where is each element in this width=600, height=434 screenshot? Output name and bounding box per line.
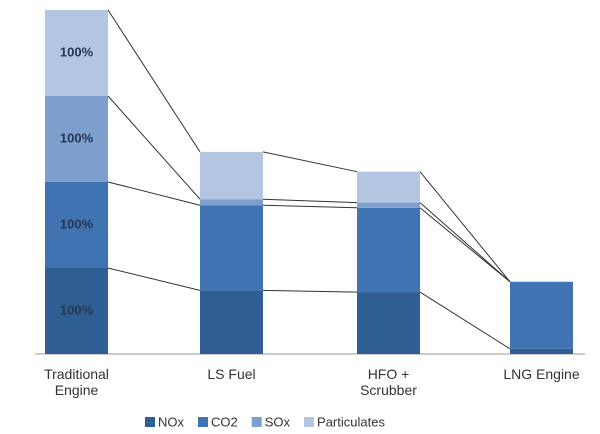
bar-segment <box>357 292 420 354</box>
connector <box>107 9 201 153</box>
bar-segment <box>45 268 108 354</box>
data-label: 100% <box>60 130 94 145</box>
bar-segment <box>45 10 108 96</box>
x-tick-label: LS Fuel <box>207 366 256 382</box>
connector <box>419 171 511 283</box>
connector <box>419 291 511 350</box>
bar-segment <box>510 281 573 349</box>
bar-segment <box>200 151 263 200</box>
connector <box>107 267 201 291</box>
data-label: 100% <box>60 216 94 231</box>
connector <box>262 204 358 209</box>
connector <box>262 151 358 173</box>
bar-segment <box>357 171 420 203</box>
data-label: 100% <box>60 44 94 59</box>
connector <box>262 198 358 204</box>
legend-swatch <box>198 417 208 427</box>
x-tick-label: LNG Engine <box>503 366 580 382</box>
legend-label: CO2 <box>211 414 238 429</box>
x-tick-label: Traditional Engine <box>44 366 109 398</box>
legend-label: SOx <box>265 414 291 429</box>
connector <box>262 289 358 293</box>
bar-segment <box>200 290 263 354</box>
bar-segment <box>357 202 420 208</box>
legend-swatch <box>145 417 155 427</box>
legend-swatch <box>304 417 315 427</box>
legend-swatch <box>251 417 262 427</box>
x-tick-label: HFO + Scrubber <box>360 366 417 398</box>
bar-segment <box>200 205 263 291</box>
data-label: 100% <box>60 302 94 317</box>
legend-label: Particulates <box>317 414 385 429</box>
bar-segment <box>357 207 420 293</box>
legend-label: NOx <box>158 414 185 429</box>
bar-segment <box>510 348 573 354</box>
connector <box>107 95 201 200</box>
bar-segment <box>45 96 108 182</box>
connector <box>419 202 511 283</box>
connector <box>107 181 201 206</box>
connector <box>419 207 511 283</box>
bar-segment <box>45 182 108 268</box>
bar-segment <box>200 199 263 206</box>
